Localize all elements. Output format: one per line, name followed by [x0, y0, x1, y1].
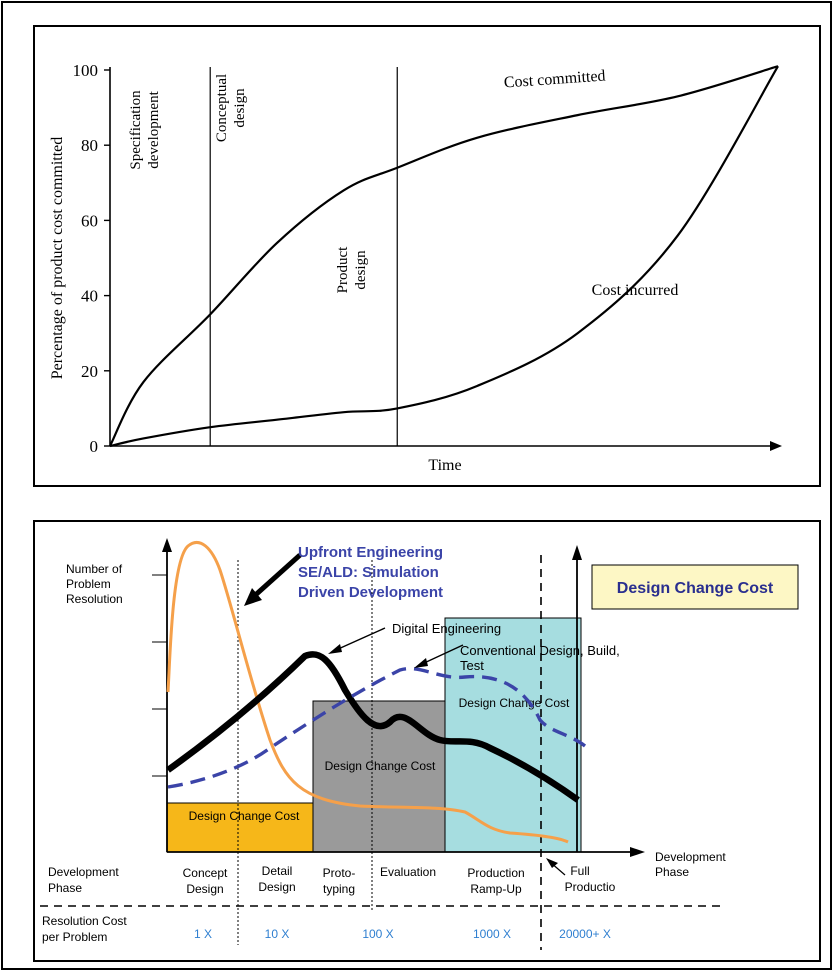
arrow-digital: [335, 627, 386, 651]
arrow-conventional-head: [414, 658, 428, 668]
phase-detail-1: Detail: [262, 864, 293, 878]
phase-evaluation: Evaluation: [380, 865, 436, 879]
phase-proto-1: Proto-: [323, 866, 356, 880]
cost-box-concept: [166, 802, 322, 853]
series-upfront-engineering: [166, 540, 569, 844]
phase-label-conceptual: Conceptual design: [214, 74, 248, 142]
y-tick-label: 40: [81, 287, 98, 306]
label-upfront-3: Driven Development: [298, 584, 443, 601]
svg-text:Conceptual: Conceptual: [214, 74, 230, 142]
x-axis-arrow: [770, 441, 782, 451]
phase-detail-2: Design: [258, 880, 295, 894]
bottom-x-arrow: [630, 847, 645, 857]
svg-text:development: development: [146, 90, 162, 168]
y-axis-label: Percentage of product cost committed: [49, 137, 66, 380]
cost-box-label-1: Design Change Cost: [189, 809, 300, 823]
y-tick-label: 80: [81, 136, 98, 155]
label-upfront-2: SE/ALD: Simulation: [298, 564, 439, 581]
x-label-line-2: Phase: [655, 865, 689, 879]
phase-production-2: Ramp-Up: [470, 882, 522, 896]
y-tick-label: 60: [81, 211, 98, 230]
label-upfront-1: Upfront Engineering: [298, 544, 443, 561]
y-ticks: 0 20 40 60 80 100: [73, 61, 110, 456]
series-label-cost-incurred: Cost incurred: [592, 282, 679, 299]
arrow-conventional: [421, 644, 464, 665]
title-box: [591, 564, 799, 610]
x-label-line-1: Development: [655, 850, 726, 864]
series-digital-engineering: [166, 651, 580, 803]
y-label-line-1: Number of: [66, 562, 123, 576]
series-cost-committed: [109, 65, 779, 447]
bottom-y-arrow: [162, 538, 172, 552]
arrow-upfront-head: [244, 588, 262, 606]
y-tick-label: 0: [90, 437, 99, 456]
phase-production-1: Production: [467, 866, 524, 880]
svg-text:Specification: Specification: [128, 90, 144, 170]
resolution-cost-value: 100 X: [362, 927, 393, 941]
label-conventional-1: Conventional Design, Build,: [460, 643, 620, 658]
row-label-cost-1: Resolution Cost: [42, 914, 127, 928]
label-digital-engineering: Digital Engineering: [392, 621, 501, 636]
phase-full-1: Full: [570, 864, 589, 878]
row-label-phase-2: Phase: [48, 881, 82, 895]
resolution-cost-value: 1000 X: [473, 927, 511, 941]
label-conventional-2: Test: [460, 658, 484, 673]
y-label-line-3: Resolution: [66, 592, 123, 606]
svg-text:design: design: [353, 250, 369, 290]
series-cost-incurred: [109, 65, 779, 448]
phase-full-2: Productio: [565, 880, 616, 894]
chart-title: Design Change Cost: [617, 580, 774, 597]
top-chart-border: [33, 25, 821, 487]
resolution-cost-value: 1 X: [194, 927, 212, 941]
arrow-digital-head: [328, 644, 342, 654]
phase-concept-1: Concept: [183, 866, 228, 880]
row-label-cost-2: per Problem: [42, 930, 107, 944]
series-conventional-design: [167, 667, 587, 789]
design-change-cost-chart: Design Change Cost Design Change Cost De…: [33, 520, 821, 962]
arrow-full-production-head: [546, 858, 558, 868]
resolution-cost-value: 20000+ X: [559, 927, 611, 941]
phase-proto-2: typing: [323, 882, 355, 896]
y-label-line-2: Problem: [66, 577, 111, 591]
svg-text:design: design: [232, 88, 248, 128]
svg-text:Product: Product: [335, 246, 351, 293]
row-label-phase-1: Development: [48, 865, 119, 879]
y-tick-label: 20: [81, 362, 98, 381]
resolution-costs: 1 X 10 X 100 X 1000 X 20000+ X: [194, 927, 611, 941]
x-axis-label: Time: [428, 457, 461, 474]
resolution-cost-value: 10 X: [265, 927, 290, 941]
bottom-right-arrow: [572, 545, 582, 560]
y-tick-label: 100: [73, 61, 99, 80]
phase-concept-2: Design: [186, 882, 223, 896]
cost-committed-chart: 0 20 40 60 80 100 Percentage of product cost …: [33, 25, 821, 487]
cost-box-label-2: Design Change Cost: [325, 759, 436, 773]
cost-box-label-3: Design Change Cost: [459, 696, 570, 710]
arrow-upfront: [250, 553, 302, 600]
phase-label-product: Product design: [335, 246, 369, 293]
phase-label-specification: Specification development: [128, 90, 162, 170]
